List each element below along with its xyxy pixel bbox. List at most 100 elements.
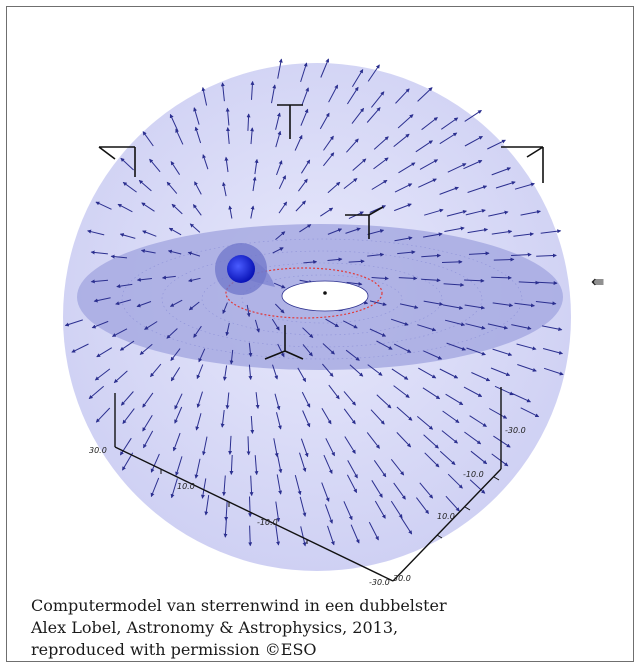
wind-arrow: [464, 109, 482, 122]
wind-arrow: [466, 347, 486, 356]
wind-arrow: [140, 249, 156, 254]
wind-arrow: [297, 178, 308, 192]
wind-arrow: [142, 392, 154, 408]
wind-arrow: [343, 501, 353, 521]
wind-arrow: [150, 453, 160, 473]
wind-arrow: [327, 228, 343, 235]
wind-arrow: [228, 435, 233, 455]
wind-arrow: [418, 178, 437, 188]
wind-arrow: [416, 497, 429, 515]
wind-arrow: [170, 348, 181, 362]
wind-arrow: [201, 86, 208, 106]
wind-arrow: [299, 496, 307, 517]
wind-arrow: [300, 159, 311, 174]
wind-arrow: [224, 156, 229, 173]
wind-arrow: [398, 276, 418, 281]
wind-vector-field: [64, 58, 564, 547]
wind-arrow: [520, 407, 540, 418]
wind-arrow: [169, 113, 179, 131]
wind-arrow: [376, 340, 393, 350]
tick-label: 10.0: [437, 512, 455, 521]
wind-arrow: [439, 186, 459, 195]
wind-arrow: [120, 157, 134, 171]
wind-arrow: [276, 453, 283, 474]
wind-arrow: [141, 202, 155, 212]
wind-arrow: [492, 302, 514, 308]
wind-arrow: [171, 203, 183, 215]
side-arrow-glyph: ⇚: [591, 272, 604, 291]
wind-arrow: [276, 160, 283, 176]
orbit-path: [225, 267, 383, 319]
wind-arrow: [136, 301, 152, 308]
wind-arrow: [346, 474, 358, 494]
wind-arrow: [250, 80, 255, 100]
wind-arrow: [193, 107, 200, 125]
wind-arrow: [351, 107, 365, 124]
wind-arrow: [535, 301, 557, 306]
wind-model-figure: 30.0 10.0 -10.0 -30.0 -30.0 -10.0 10.0 3…: [63, 58, 604, 587]
wind-arrow: [150, 363, 162, 378]
wind-arrow: [144, 321, 158, 330]
tick-label: 30.0: [89, 446, 107, 455]
wind-arrow: [248, 525, 253, 547]
wind-arrow: [175, 456, 183, 476]
wind-arrow: [441, 259, 463, 264]
wind-arrow: [471, 372, 491, 382]
wind-arrow: [371, 480, 383, 498]
wind-arrow: [343, 408, 356, 425]
wind-arrow: [495, 181, 516, 189]
wind-arrow: [444, 226, 465, 232]
wind-arrow: [491, 275, 512, 280]
wind-arrow: [222, 181, 227, 197]
wind-arrow: [299, 452, 307, 473]
wind-arrow: [300, 526, 307, 547]
wind-arrow: [174, 393, 183, 410]
wind-arrow: [87, 229, 105, 236]
wind-arrow: [323, 152, 335, 167]
wind-arrow: [518, 280, 540, 285]
wind-arrow: [421, 253, 441, 258]
wind-arrow: [194, 181, 202, 195]
wind-arrow: [393, 343, 412, 353]
wind-arrow: [417, 324, 437, 332]
wind-arrow: [250, 415, 255, 434]
wind-arrow: [422, 387, 441, 400]
wind-arrow: [324, 504, 333, 524]
wind-arrow: [390, 458, 405, 476]
wind-arrow: [302, 410, 311, 428]
wind-arrow: [278, 201, 288, 214]
wind-arrow: [271, 318, 280, 331]
wind-arrow: [536, 253, 557, 258]
wind-arrow: [139, 343, 153, 355]
wind-arrow: [142, 230, 157, 237]
wind-arrow: [371, 91, 385, 108]
wind-arrow: [493, 257, 515, 262]
wind-arrow: [346, 86, 359, 105]
wind-arrow: [391, 368, 409, 380]
wind-arrow: [322, 343, 335, 355]
wind-arrow: [465, 323, 486, 330]
wind-arrow: [369, 300, 387, 307]
wind-arrow: [172, 432, 181, 452]
wind-arrow: [396, 406, 413, 421]
wind-arrow: [88, 385, 105, 400]
axis-tick-labels: 30.0 10.0 -10.0 -30.0 -30.0 -10.0 10.0 3…: [89, 426, 526, 587]
wind-arrow: [122, 408, 135, 425]
wind-arrow: [299, 224, 312, 233]
wind-arrow: [272, 364, 279, 380]
wind-arrow: [273, 282, 286, 289]
wind-arrow: [170, 367, 181, 382]
wind-arrow: [301, 87, 310, 106]
wind-arrow: [423, 300, 444, 306]
wind-arrow: [248, 342, 253, 358]
wind-arrow: [220, 410, 225, 428]
wind-arrow: [487, 323, 509, 330]
wind-arrow: [71, 343, 89, 353]
wind-arrow: [423, 232, 443, 238]
wind-arrow: [228, 205, 233, 219]
wind-arrow: [119, 233, 136, 239]
wind-arrow: [493, 435, 511, 448]
wind-arrow: [367, 364, 383, 376]
wind-arrow: [110, 254, 128, 259]
wind-arrow: [90, 279, 109, 284]
